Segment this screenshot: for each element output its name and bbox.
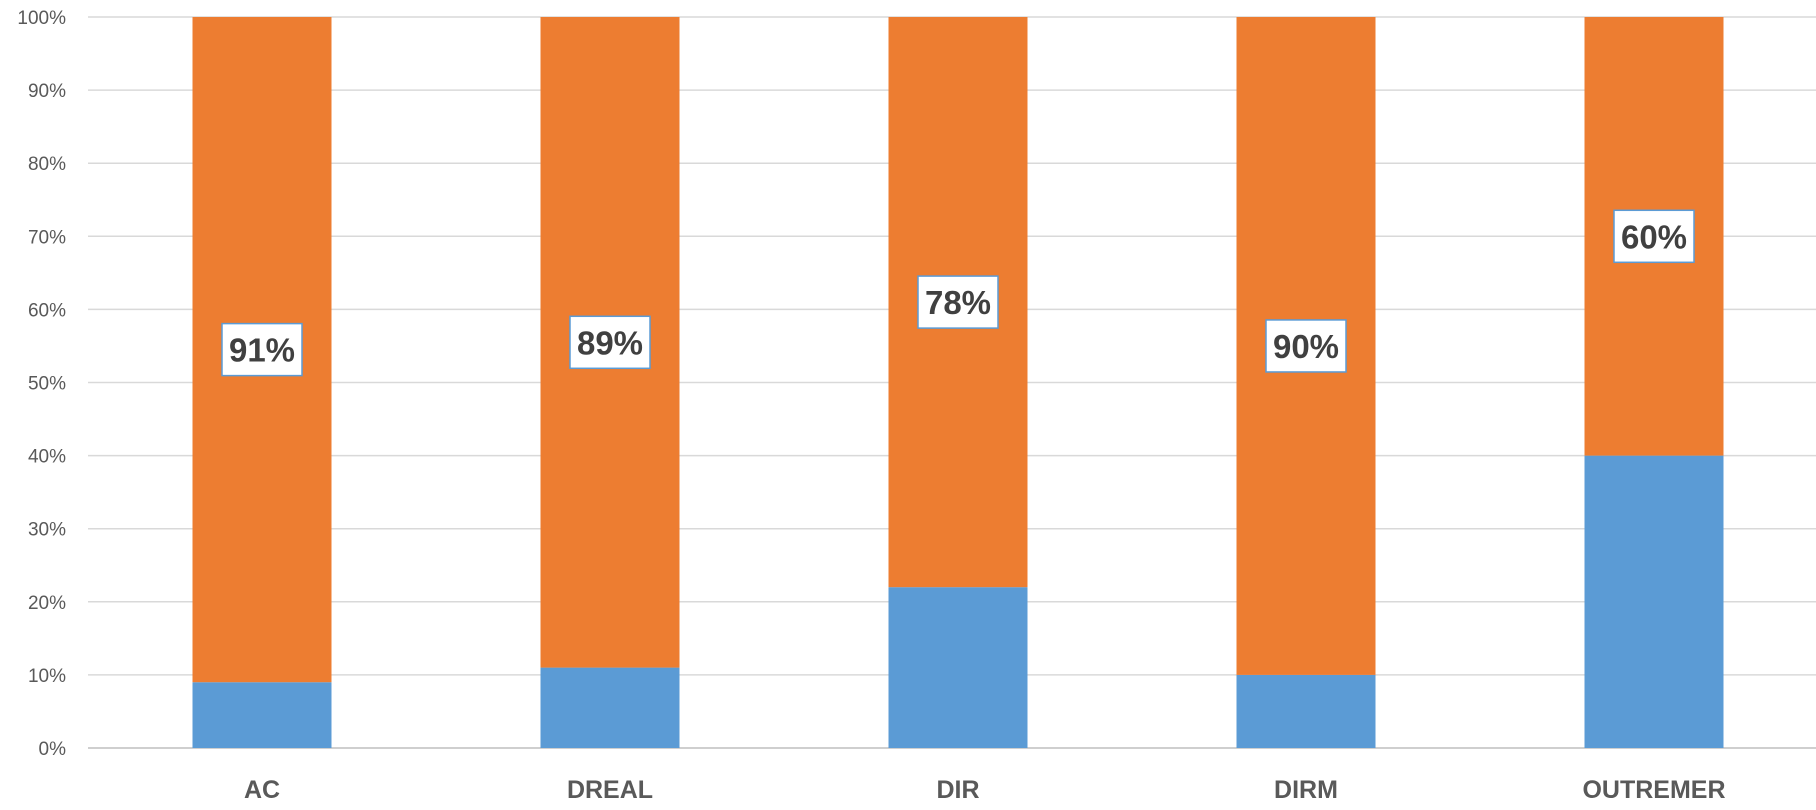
y-tick-label: 60% xyxy=(28,300,66,321)
y-tick-label: 90% xyxy=(28,81,66,102)
y-tick-label: 10% xyxy=(28,666,66,687)
bars xyxy=(192,17,1724,748)
x-category-label: OUTREMER xyxy=(1582,776,1725,804)
x-category-label: DIR xyxy=(936,776,979,804)
y-tick-label: 40% xyxy=(28,447,66,468)
x-axis-category-labels: AC DREAL DIR DIRM OUTREMER xyxy=(244,776,1726,804)
data-labels: 91% 89% 78% 90% 60% xyxy=(221,209,1695,377)
data-label: 89% xyxy=(577,324,643,361)
y-tick-label: 0% xyxy=(39,739,67,760)
y-tick-label: 80% xyxy=(28,154,66,175)
bar-segment-1 xyxy=(1584,455,1724,748)
data-label: 91% xyxy=(229,332,295,369)
data-label-box xyxy=(917,275,999,329)
y-tick-label: 50% xyxy=(28,374,66,395)
y-tick-label: 100% xyxy=(17,8,66,29)
y-axis-tick-labels: 0% 10% 20% 30% 40% 50% 60% 70% 80% 90% 100% xyxy=(17,8,66,760)
bar-segment-1 xyxy=(888,587,1028,748)
data-label-box xyxy=(221,322,303,377)
x-category-label: AC xyxy=(244,776,280,804)
bar-segment-1 xyxy=(540,667,680,748)
bar-segment-1 xyxy=(192,682,332,748)
data-label: 78% xyxy=(925,284,991,321)
data-label: 60% xyxy=(1621,218,1687,255)
data-label: 90% xyxy=(1273,328,1339,365)
x-category-label: DIRM xyxy=(1274,776,1338,804)
bar-segment-1 xyxy=(1236,674,1376,748)
y-tick-label: 20% xyxy=(28,593,66,614)
data-label-box xyxy=(569,315,651,370)
data-label-box xyxy=(1265,319,1347,373)
data-label-box xyxy=(1613,209,1695,264)
y-tick-label: 70% xyxy=(28,227,66,248)
x-category-label: DREAL xyxy=(567,776,653,804)
y-tick-label: 30% xyxy=(28,520,66,541)
